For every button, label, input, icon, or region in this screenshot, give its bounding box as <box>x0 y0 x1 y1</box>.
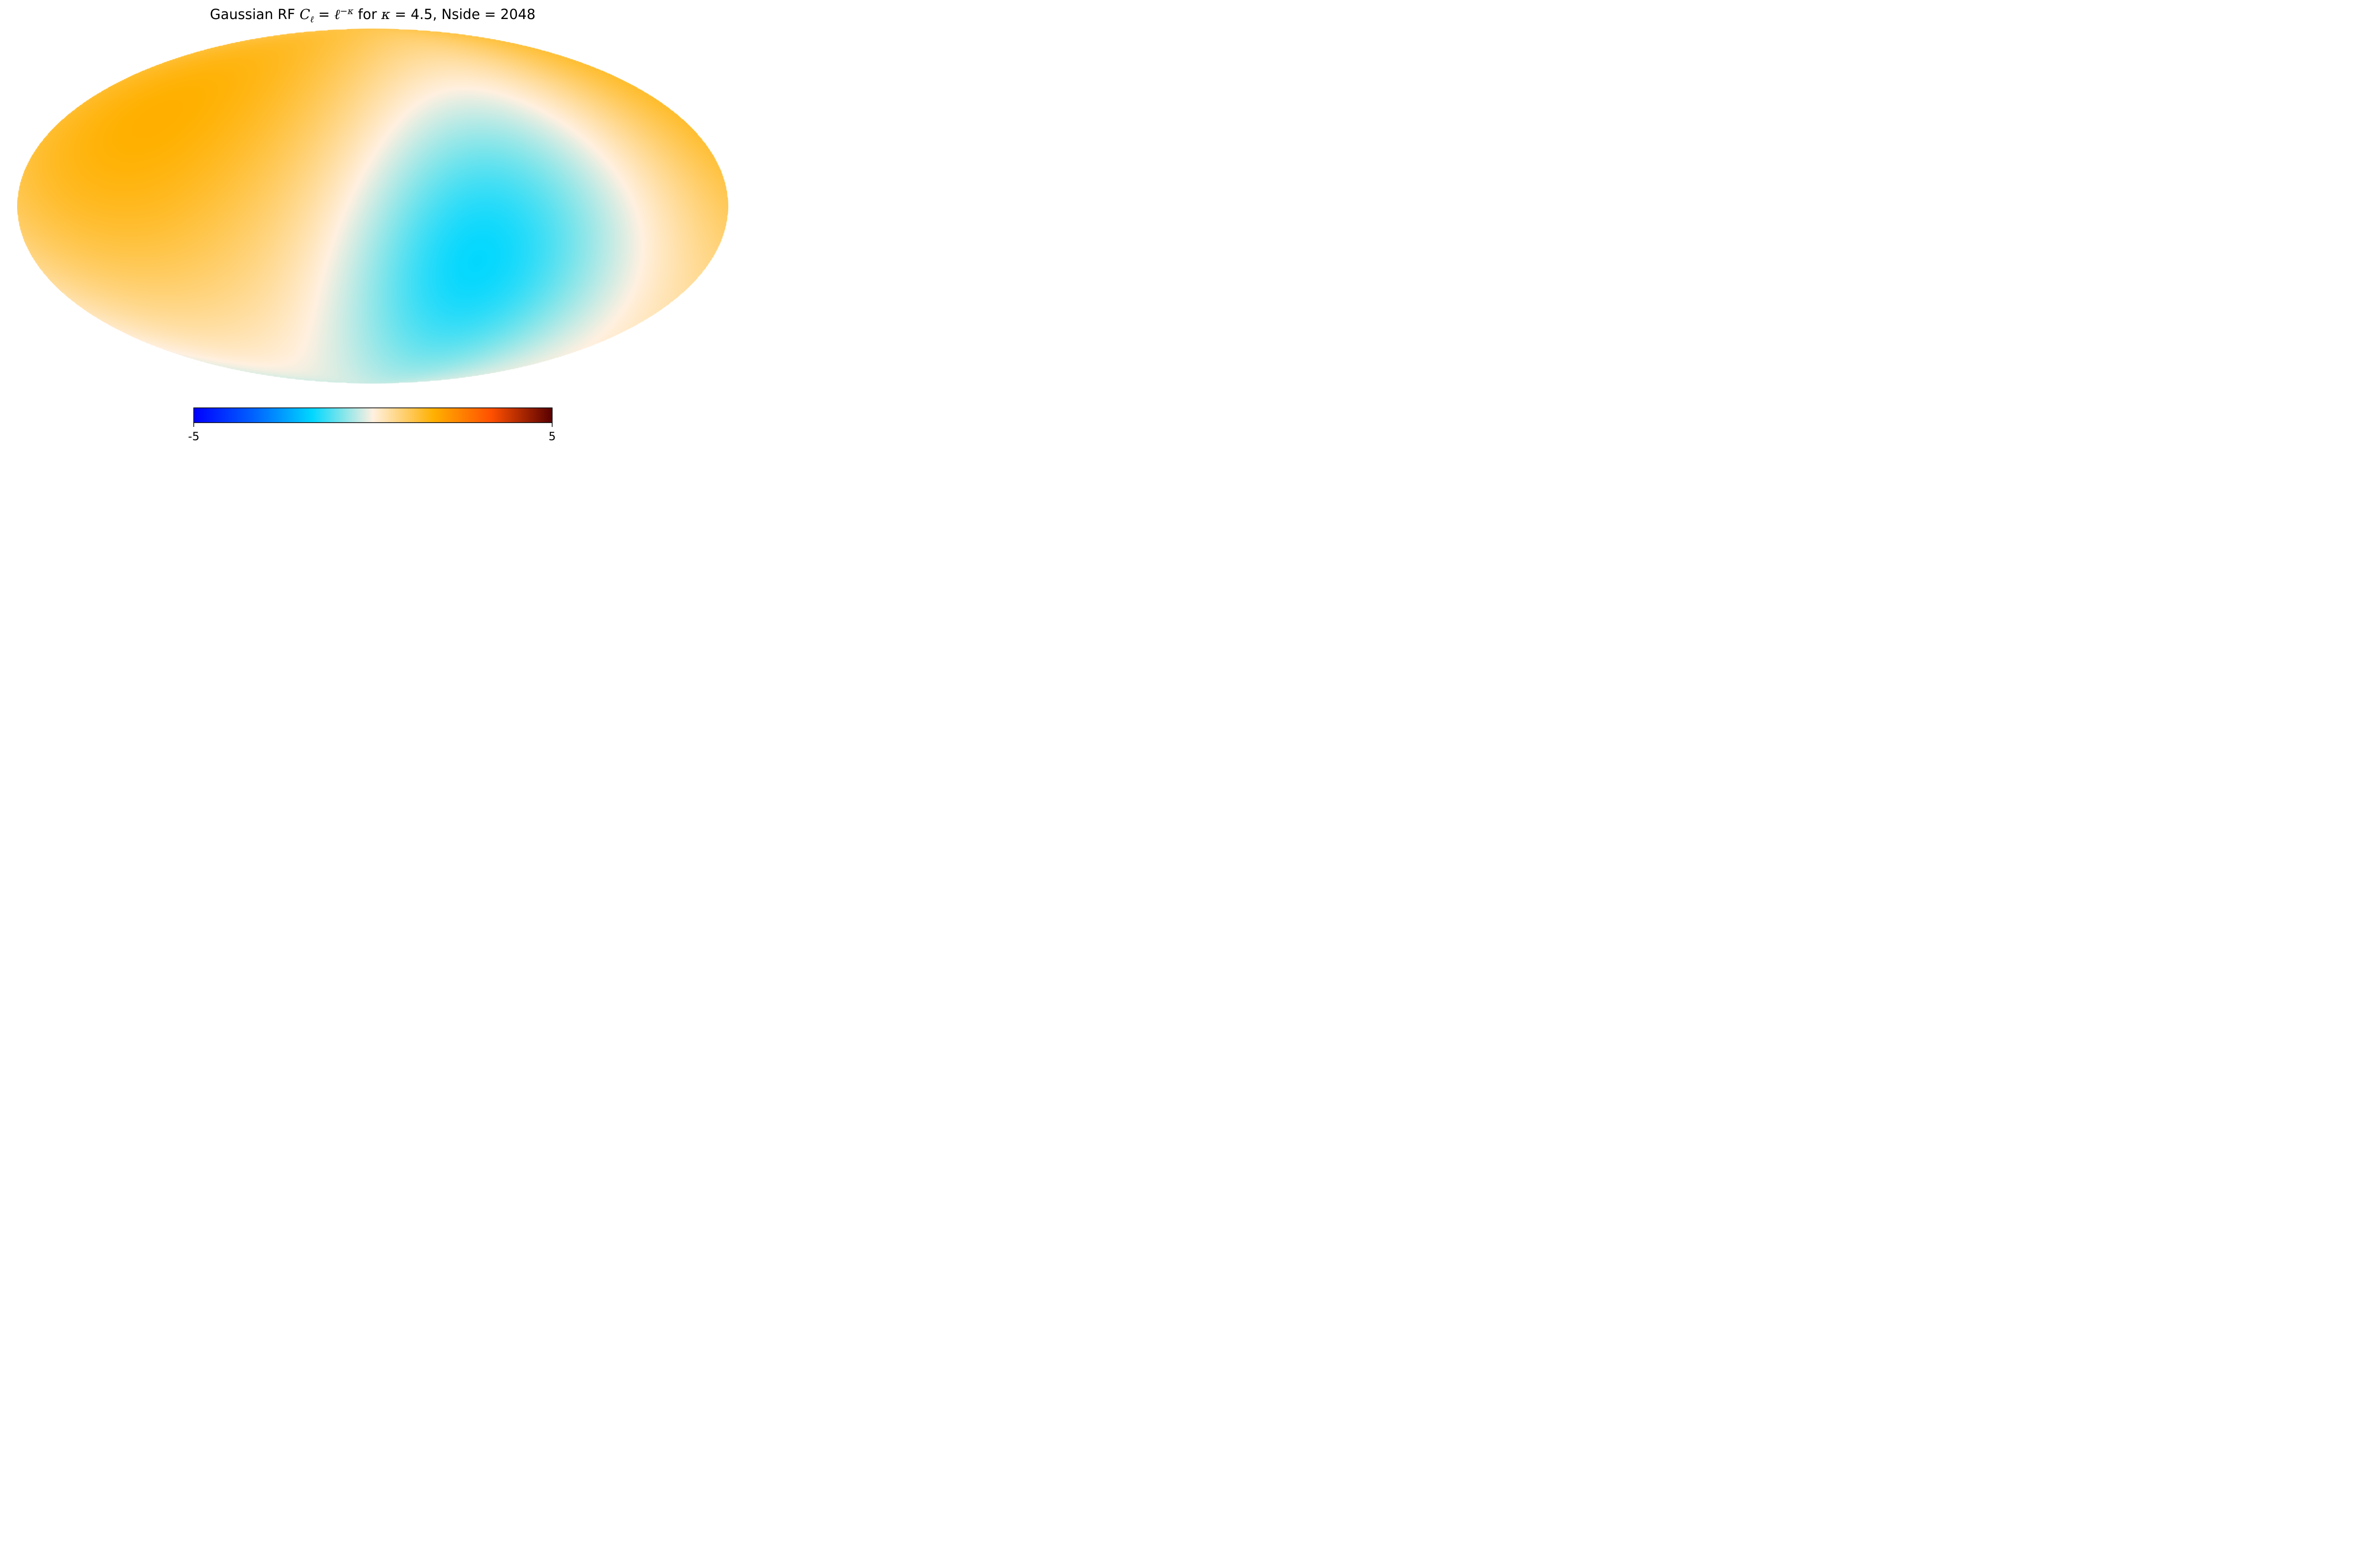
chart-canvas <box>17 29 728 427</box>
colorbar-max-label: 5 <box>548 430 556 443</box>
chart-title: Gaussian RF Cℓ = ℓ−κ for κ = 4.5, Nside … <box>0 5 745 24</box>
title-equals: = <box>314 6 335 22</box>
colorbar <box>193 407 553 423</box>
colorbar-min-label: -5 <box>188 430 199 443</box>
title-mid: for <box>353 6 381 22</box>
title-prefix: Gaussian RF <box>210 6 300 22</box>
title-ell-symbol: ℓ <box>334 6 340 22</box>
sky-map-raster <box>17 29 728 384</box>
title-exponent: −κ <box>340 6 354 17</box>
sky-map <box>17 29 728 384</box>
title-c-symbol: C <box>299 6 310 22</box>
title-kappa-symbol: κ <box>381 6 391 22</box>
title-c-subscript: ℓ <box>310 14 314 25</box>
title-tail: = 4.5, Nside = 2048 <box>390 6 536 22</box>
